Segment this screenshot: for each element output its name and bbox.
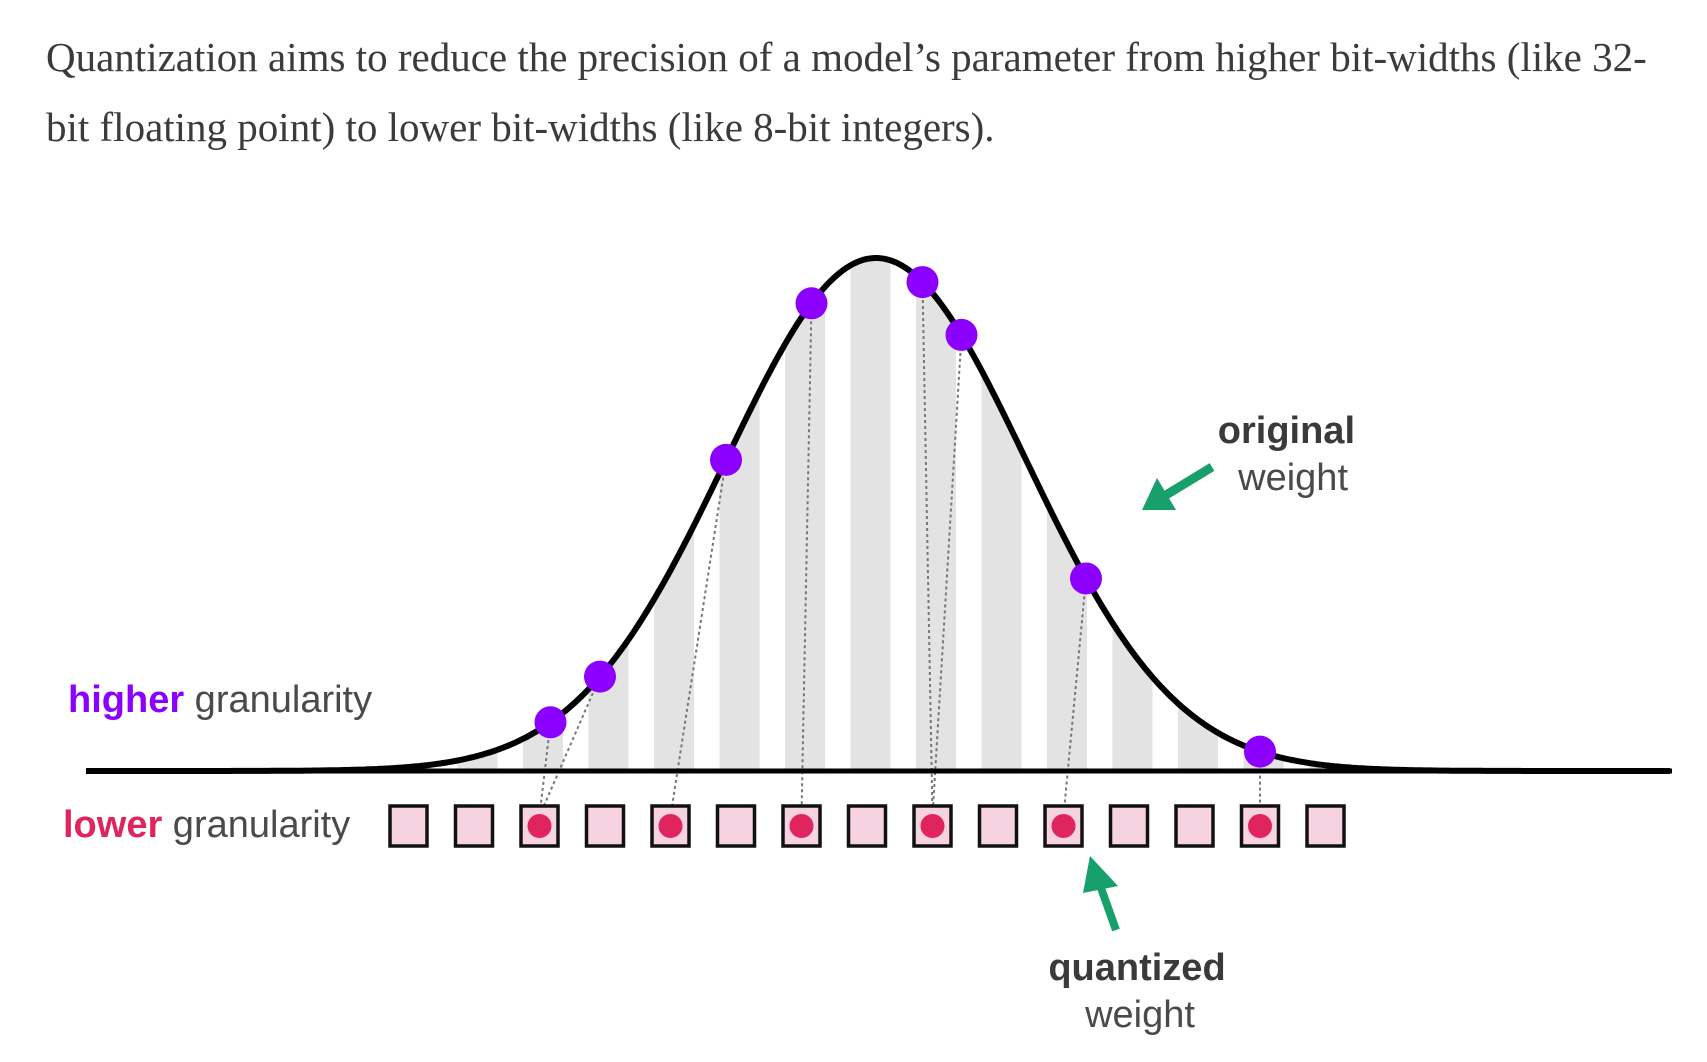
bin-stripe [588,639,629,771]
mapping-lines [538,282,1261,817]
quantized-bins [388,804,1346,848]
quantized-bin-box [453,804,495,848]
higher-rest: granularity [184,679,372,721]
quantized-label-bold: quantized [1048,947,1225,989]
original-weight-dot [906,266,939,299]
original-weight-dots [534,266,1276,768]
lower-bold: lower [63,804,162,846]
bin-stripe [785,286,825,771]
lower-rest: granularity [162,804,350,846]
original-weight-dot [710,443,742,476]
quantized-weight-dot [527,814,552,838]
bin-stripes [392,258,1349,771]
bin-stripe [719,391,760,771]
original-weight-dot [795,287,828,320]
quantized-bin-box [715,804,757,848]
quantized-weight-dot [658,814,683,838]
higher-granularity-label: higher granularity [68,679,372,721]
mapping-line [931,334,963,817]
original-label-rest: weight [1237,457,1348,499]
quantized-weight-dot [920,814,945,838]
lower-granularity-label: lower granularity [63,804,350,846]
quantized-arrow-icon [1083,856,1120,932]
quantized-bin-box [1174,804,1215,848]
original-arrow-icon [1142,463,1215,510]
original-label-bold: original [1218,410,1355,452]
mapping-line [921,282,934,817]
original-weight-dot [945,318,978,351]
quantized-weight-dot [1051,814,1076,838]
bin-stripe [981,370,1022,771]
original-weight-dot [1244,735,1276,768]
quantized-bin-box [1239,804,1281,848]
mapping-line [800,303,813,817]
bin-stripe [1178,703,1218,771]
quantized-bin-box [846,804,888,848]
quantized-bin-box [977,804,1019,848]
quantized-weight-dot [1248,814,1272,838]
mapping-line [669,459,727,817]
bin-stripe [850,258,891,771]
mapping-line [538,676,601,817]
intro-paragraph: Quantization aims to reduce the precisio… [46,34,1647,150]
mapping-line [1062,578,1087,817]
higher-bold: higher [68,679,184,721]
original-weight-dot [534,706,567,739]
original-weight-dot [584,660,616,693]
mapping-line [538,722,552,817]
bin-stripe [1112,623,1153,771]
quantized-bin-box [584,804,626,848]
quantized-weight-dot [789,814,814,838]
quantized-bin-box [1108,804,1150,848]
quantized-bin-box [1305,804,1346,848]
quantized-bin-box [388,804,429,848]
original-weight-dot [1070,562,1102,595]
bin-stripe [916,275,956,771]
quantized-bin-box [781,804,822,848]
quantized-label-rest: weight [1084,994,1195,1036]
